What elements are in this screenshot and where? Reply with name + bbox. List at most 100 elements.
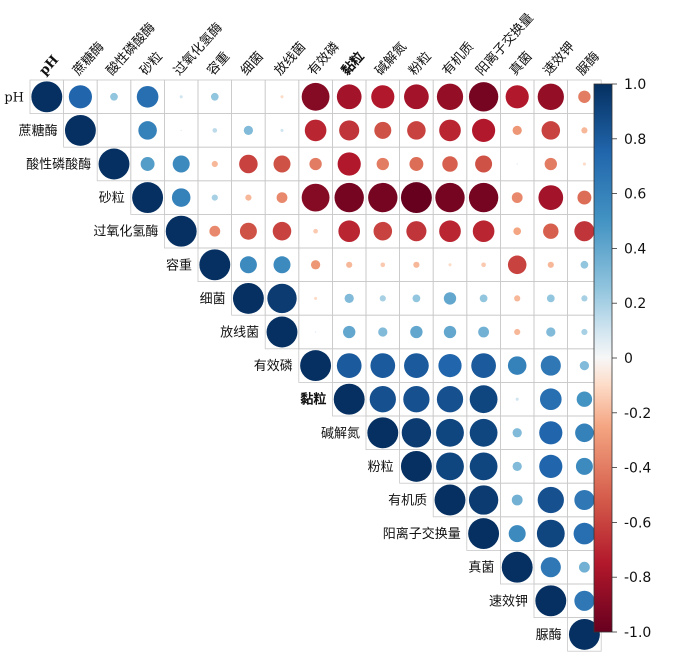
correlation-circle [511,494,523,506]
correlation-circle [443,325,457,339]
grid-cell [231,79,266,114]
column-label: 砂粒 [137,49,166,78]
correlation-circle [199,249,231,281]
correlation-circle [481,262,486,268]
correlation-circle [339,120,360,141]
row-label: 黏粒 [300,392,326,408]
correlation-circle [401,418,432,448]
correlation-circle [515,397,519,401]
colorbar-tick-label: 0.2 [624,296,646,312]
correlation-circle [211,160,218,168]
correlation-circle [171,188,191,207]
correlation-circle [479,294,488,303]
correlation-circle [468,82,499,112]
row-label: 碱解氮 [321,426,360,441]
correlation-circle [436,452,464,481]
correlation-circle [544,157,557,171]
correlation-circle [516,163,518,165]
colorbar-tick-label: -0.4 [624,461,651,477]
correlation-circle [539,454,563,478]
correlation-circle [336,84,362,110]
correlation-circle [400,182,432,214]
correlation-circle [578,90,591,103]
correlation-circle [541,121,561,140]
column-label: 细菌 [238,49,267,78]
correlation-circle [301,82,330,111]
correlation-circle [507,356,527,375]
correlation-circle [436,418,464,447]
correlation-circle [378,327,388,337]
correlation-circle [512,461,522,472]
row-label: 速效钾 [489,594,528,609]
correlation-circle [98,148,130,180]
correlation-circle [336,353,362,378]
correlation-circle [434,484,466,516]
correlation-circle [581,295,588,302]
correlation-circle [301,183,330,212]
correlation-circle [579,360,590,371]
grid-cell [96,113,132,148]
correlation-circle [280,128,284,132]
correlation-circle [239,154,258,174]
correlation-circle [409,157,424,171]
column-label: 粉粒 [406,49,435,78]
correlation-circle [272,221,292,241]
colorbar-tick-label: -0.6 [624,515,651,531]
correlation-circle [436,386,464,413]
correlation-circle [403,386,430,413]
correlation-circle [379,295,386,302]
row-label: 放线菌 [220,326,259,341]
row-label: 容重 [166,257,192,273]
row-label: 脲酶 [536,627,562,643]
correlation-circle [413,261,420,268]
correlation-circle [243,125,254,136]
colorbar-tick-label: -0.2 [624,406,651,422]
correlation-circle [471,353,496,378]
correlation-circle [448,263,452,267]
correlation-circle [538,185,564,210]
column-label: 黏粒 [338,49,367,79]
correlation-circle [165,215,197,247]
correlation-circle [266,316,298,348]
correlation-circle [368,182,398,213]
correlation-circle [439,220,461,243]
correlation-circle [438,354,462,378]
correlation-circle [574,590,595,611]
row-label: 过氧化氢酶 [93,224,158,240]
correlation-circle [547,261,554,268]
correlation-circle [439,119,461,142]
correlation-circle [581,328,588,336]
correlation-circle [410,325,423,339]
correlation-circle [578,561,590,573]
row-label: 蔗糖酶 [19,123,58,139]
correlation-circle [371,85,395,109]
correlation-circle [304,119,327,142]
row-label: 真菌 [468,561,494,576]
correlation-circle [239,256,257,274]
correlation-circle [373,221,393,241]
correlation-circle [140,157,155,171]
correlation-circle [232,282,264,314]
correlation-circle [468,485,499,515]
correlation-circle [514,295,521,302]
correlation-circle [310,260,321,270]
correlation-circle [412,294,421,303]
correlation-circle [539,388,562,411]
correlation-circle [343,325,356,339]
correlation-circle [472,118,496,142]
correlation-circle [468,182,499,213]
correlation-circle [512,428,522,438]
correlation-circle [313,228,318,234]
correlation-circle [337,152,361,176]
correlation-circle [209,225,221,237]
correlation-circle [334,182,364,213]
correlation-circle [276,192,288,204]
correlation-circle [478,326,490,338]
correlation-circle [505,85,529,109]
correlation-circle [309,157,322,171]
colorbar-tick-label: -0.8 [624,570,651,586]
correlation-circle [581,127,588,134]
column-label: 脲酶 [573,49,602,79]
column-label: 蔗糖酶 [69,39,107,79]
